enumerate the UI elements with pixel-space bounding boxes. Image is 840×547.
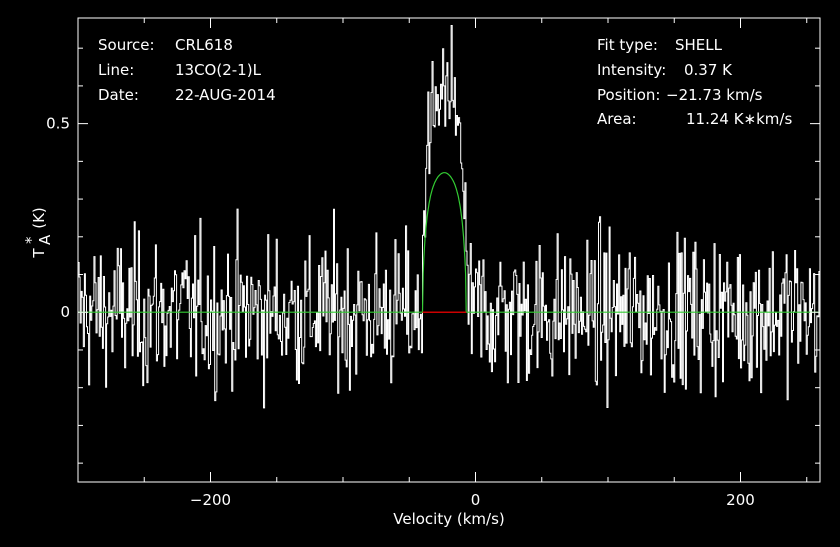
y-axis-label-symbol: T <box>30 248 48 259</box>
source-label: Source: <box>98 36 155 54</box>
source-value: CRL618 <box>175 36 233 54</box>
x-tick-label: 200 <box>726 491 755 509</box>
position-label: Position: <box>597 86 660 104</box>
x-axis-label: Velocity (km/s) <box>393 510 504 528</box>
line-value: 13CO(2-1)L <box>175 61 262 79</box>
date-label: Date: <box>98 86 139 104</box>
y-axis-label-unit: (K) <box>30 207 48 229</box>
spectrum-series <box>78 25 820 409</box>
intensity-value: 0.37 K <box>684 61 733 79</box>
y-axis-label-superscript: * <box>22 236 40 244</box>
line-label: Line: <box>98 61 134 79</box>
position-value: −21.73 km/s <box>666 86 763 104</box>
area-label: Area: <box>597 110 637 128</box>
y-tick-label: 0.5 <box>46 115 70 133</box>
shell-fit-curve <box>78 172 820 313</box>
y-axis-label-subscript: A <box>36 234 54 245</box>
fit-series <box>78 172 820 313</box>
intensity-label: Intensity: <box>597 61 666 79</box>
fit-type-value: SHELL <box>675 36 723 54</box>
spectrum-trace <box>78 25 820 409</box>
plot-frame <box>77 17 821 483</box>
area-value: 11.24 K∗km/s <box>686 110 792 128</box>
date-value: 22-AUG-2014 <box>175 86 276 104</box>
fit-type-label: Fit type: <box>597 36 658 54</box>
x-tick-label: 0 <box>471 491 481 509</box>
y-tick-label: 0 <box>60 303 70 321</box>
x-tick-label: −200 <box>190 491 231 509</box>
y-axis-label: T * A (K) <box>22 207 54 258</box>
